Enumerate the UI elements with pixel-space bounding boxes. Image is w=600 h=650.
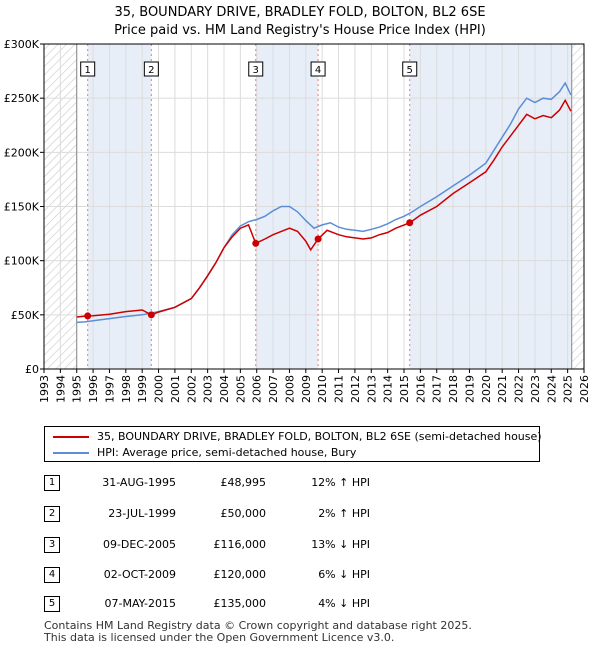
x-tick-label: 2024: [545, 375, 558, 403]
x-tick-label: 1998: [120, 375, 133, 403]
y-tick-label: £250K: [4, 92, 40, 105]
sale-point: [84, 312, 92, 320]
sale-label: 5: [407, 65, 413, 76]
x-tick-label: 2014: [382, 375, 395, 403]
x-tick-label: 1995: [71, 375, 84, 403]
price-chart: 1 2 3 4 5 £0 £50K £100K £150K £200K £250K £300K 1993…: [4, 38, 591, 403]
x-tick-label: 2004: [218, 375, 231, 403]
x-tick-label: 2007: [267, 375, 280, 403]
x-tick-label: 2006: [251, 375, 264, 403]
legend-item-property: 35, BOUNDARY DRIVE, BRADLEY FOLD, BOLTON…: [53, 429, 542, 445]
transaction-price: £116,000: [213, 538, 267, 551]
transaction-hpi: 13% ↓ HPI: [311, 538, 370, 551]
legend-line-property: [53, 436, 89, 438]
y-tick-label: £50K: [11, 309, 40, 322]
transaction-price: £50,000: [220, 507, 267, 520]
y-tick-label: £100K: [4, 255, 40, 268]
sale-label-box: [402, 61, 418, 77]
x-tick-label: 2002: [185, 375, 198, 403]
sale-label-box: [310, 61, 326, 77]
x-tick-label: 2026: [578, 375, 591, 403]
x-tick-label: 2019: [463, 375, 476, 403]
sale-point: [314, 235, 322, 243]
x-tick-label: 2011: [333, 375, 346, 403]
sale-point: [252, 239, 260, 247]
sale-label: 1: [85, 65, 91, 76]
x-tick-label: 2017: [431, 375, 444, 403]
footer-copyright: Contains HM Land Registry data © Crown c…: [44, 619, 472, 632]
x-tick-label: 2005: [234, 375, 247, 403]
transaction-date: 31-AUG-1995: [102, 476, 176, 489]
x-tick-label: 2025: [562, 375, 575, 403]
y-tick-label: £200K: [4, 146, 40, 159]
footer: Contains HM Land Registry data © Crown c…: [44, 620, 472, 644]
legend: 35, BOUNDARY DRIVE, BRADLEY FOLD, BOLTON…: [44, 426, 542, 462]
transaction-number: 3: [44, 537, 60, 553]
sale-label: 2: [148, 65, 154, 76]
transaction-hpi: 6% ↓ HPI: [318, 568, 370, 581]
chart-title: 35, BOUNDARY DRIVE, BRADLEY FOLD, BOLTON…: [114, 5, 486, 20]
x-tick-label: 1999: [136, 375, 149, 403]
x-tick-label: 2023: [529, 375, 542, 403]
x-tick-label: 1994: [54, 375, 67, 403]
sale-label: 3: [253, 65, 259, 76]
sale-label: 4: [315, 65, 321, 76]
sale-point: [406, 219, 414, 227]
legend-line-hpi: [53, 452, 89, 454]
x-tick-label: 2001: [169, 375, 182, 403]
footer-licence: This data is licensed under the Open Gov…: [44, 631, 395, 644]
transaction-hpi: 2% ↑ HPI: [318, 507, 370, 520]
x-tick-label: 2003: [202, 375, 215, 403]
x-tick-label: 2013: [365, 375, 378, 403]
sale-point: [147, 311, 155, 319]
x-tick-label: 2022: [513, 375, 526, 403]
transaction-number: 4: [44, 567, 60, 583]
x-tick-label: 2021: [496, 375, 509, 403]
transaction-date: 23-JUL-1999: [108, 507, 176, 520]
sale-label-box: [248, 61, 264, 77]
x-tick-label: 2010: [316, 375, 329, 403]
x-tick-label: 1997: [103, 375, 116, 403]
transaction-price: £120,000: [213, 568, 267, 581]
transaction-price: £135,000: [213, 597, 267, 610]
x-tick-label: 1996: [87, 375, 100, 403]
x-tick-label: 1993: [38, 375, 51, 403]
x-tick-label: 2000: [153, 375, 166, 403]
x-tick-label: 2020: [480, 375, 493, 403]
property-price-line: [76, 98, 572, 318]
transaction-hpi: 12% ↑ HPI: [311, 476, 370, 489]
transaction-number: 1: [44, 475, 60, 491]
x-tick-label: 2016: [414, 375, 427, 403]
legend-item-hpi: HPI: Average price, semi-detached house,…: [53, 445, 356, 461]
transaction-number: 5: [44, 596, 60, 612]
sale-label-box: [143, 61, 159, 77]
x-tick-label: 2008: [283, 375, 296, 403]
y-tick-label: £300K: [4, 38, 40, 51]
x-tick-label: 2009: [300, 375, 313, 403]
legend-label-hpi: HPI: Average price, semi-detached house,…: [97, 446, 357, 459]
transaction-date: 09-DEC-2005: [102, 538, 176, 551]
transaction-date: 07-MAY-2015: [104, 597, 176, 610]
transaction-price: £48,995: [220, 476, 267, 489]
x-tick-label: 2018: [447, 375, 460, 403]
y-tick-label: £0: [25, 363, 39, 376]
transaction-number: 2: [44, 506, 60, 522]
x-tick-label: 2015: [398, 375, 411, 403]
sale-label-box: [80, 61, 96, 77]
legend-label-property: 35, BOUNDARY DRIVE, BRADLEY FOLD, BOLTON…: [97, 430, 542, 443]
transaction-date: 02-OCT-2009: [103, 568, 176, 581]
chart-subtitle: Price paid vs. HM Land Registry's House …: [114, 23, 486, 38]
y-tick-label: £150K: [4, 201, 40, 214]
transaction-hpi: 4% ↓ HPI: [318, 597, 370, 610]
x-tick-label: 2012: [349, 375, 362, 403]
